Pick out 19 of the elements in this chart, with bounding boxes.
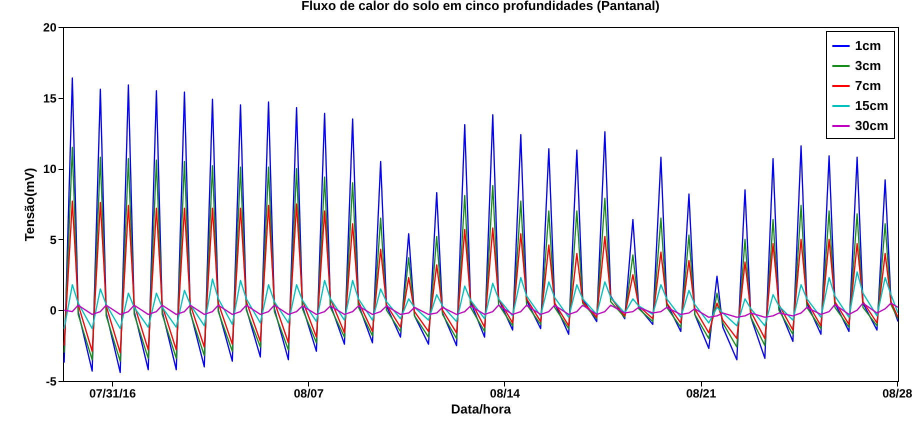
y-tick-label: 20 <box>43 20 57 34</box>
y-tick-label: 5 <box>50 232 57 247</box>
legend-label: 7cm <box>855 78 882 93</box>
y-tick-label: 15 <box>43 91 57 106</box>
x-tick-label: 08/21 <box>686 386 716 400</box>
x-tick-label: 07/31/16 <box>89 386 136 400</box>
legend-label: 3cm <box>855 58 882 73</box>
y-axis-title: Tensão(mV) <box>22 168 38 242</box>
chart-title: Fluxo de calor do solo em cinco profundidades (Pantanal) <box>301 0 660 13</box>
y-tick-label: -5 <box>46 374 57 388</box>
legend-label: 15cm <box>855 98 888 113</box>
legend-label: 1cm <box>855 38 882 53</box>
y-tick-label: 0 <box>50 304 57 318</box>
x-axis-title: Data/hora <box>451 402 512 416</box>
legend-label: 30cm <box>855 118 888 133</box>
x-tick-label: 08/28 <box>882 386 913 400</box>
x-tick-label: 08/14 <box>490 386 520 400</box>
x-tick-label: 08/07 <box>294 386 324 400</box>
y-tick-label: 10 <box>43 162 57 176</box>
